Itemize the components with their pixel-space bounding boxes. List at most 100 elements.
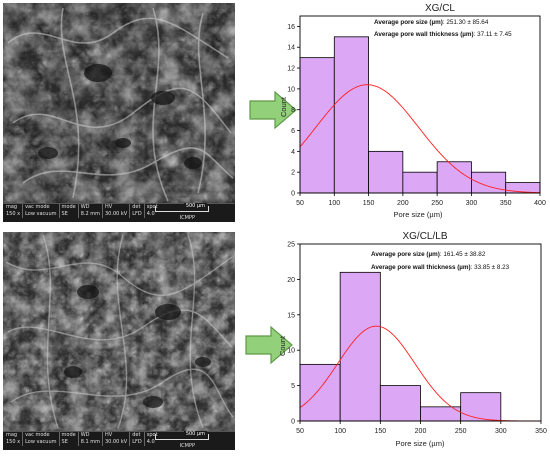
annotation-line: Average pore size (µm): 251.30 ± 85.64 <box>374 19 489 26</box>
histogram-bar <box>402 171 438 194</box>
arrow-shape <box>249 90 297 130</box>
scale-bar <box>155 434 209 440</box>
x-tick-label: 250 <box>431 200 443 207</box>
sem-info-header: det <box>129 204 145 211</box>
x-tick-label: 150 <box>374 428 386 435</box>
annotation-line: Average pore wall thickness (µm): 37.11 … <box>374 31 512 38</box>
sem-info-header: mode <box>59 432 79 439</box>
sem-info-header: WD <box>78 432 104 439</box>
x-tick-label: 100 <box>328 200 340 207</box>
y-tick-label: 14 <box>287 45 295 52</box>
sem-info-header: mag <box>4 204 24 211</box>
sem-info-header: vac mode <box>22 204 60 211</box>
right-arrow-icon <box>249 90 297 130</box>
sem-info-value: 8.2 mm <box>78 211 104 218</box>
sem-info-value: 4.0 <box>146 211 155 217</box>
scale-bar-label: 500 µm <box>183 431 207 437</box>
right-arrow-icon <box>245 325 293 365</box>
annotation-label: Average pore size (µm) <box>371 251 440 258</box>
sem-info-value: LFD <box>129 211 145 218</box>
sem-info-value: Low vacuum <box>22 439 60 446</box>
sem-info-value: 8.1 mm <box>78 439 104 446</box>
annotation-value: : 161.45 ± 38.82 <box>440 251 486 258</box>
histogram-bar <box>379 385 421 422</box>
sem-micrograph-bottom <box>3 232 235 431</box>
histogram-bar <box>339 271 381 422</box>
sem-info-header: spot <box>146 432 158 438</box>
y-axis-label: Count <box>278 335 287 356</box>
sem-info-header: HV <box>102 432 131 439</box>
sem-info-value: 150 x <box>4 439 24 446</box>
annotation-line: Average pore wall thickness (µm): 33.85 … <box>371 264 510 271</box>
sem-info-value: 30.00 kV <box>102 439 131 446</box>
sem-panel-bottom: mag vac mode mode WD HV det spot 150 x L… <box>3 232 235 450</box>
annotation-value: : 251.30 ± 85.64 <box>443 19 489 26</box>
x-tick-label: 50 <box>296 428 304 435</box>
y-tick-label: 5 <box>291 383 295 390</box>
x-tick-label: 350 <box>535 428 547 435</box>
sem-info-header: mode <box>59 204 79 211</box>
annotation-value: : 33.85 ± 8.23 <box>471 264 510 271</box>
x-tick-label: 300 <box>495 428 507 435</box>
institution-label: ICMPP <box>179 215 195 221</box>
sem-info-value: 4.0 <box>146 439 155 445</box>
y-tick-label: 6 <box>291 128 295 135</box>
chart-title: XG/CL <box>425 3 455 14</box>
scale-bar-label: 500 µm <box>183 203 207 209</box>
chart-title: XG/CL/LB <box>402 231 447 242</box>
histogram-svg: XG/CL/LB Average pore size (µm): 161.45 … <box>278 231 547 448</box>
y-tick-label: 10 <box>287 348 295 355</box>
plot-frame <box>299 15 541 194</box>
sem-info-value: Low vacuum <box>22 211 60 218</box>
sem-info-header: mag <box>4 432 24 439</box>
x-tick-label: 200 <box>397 200 409 207</box>
y-tick-label: 10 <box>287 86 295 93</box>
x-tick-label: 300 <box>466 200 478 207</box>
annotation-label: Average pore size (µm) <box>374 19 443 26</box>
sem-info-header: spot <box>146 204 158 210</box>
arrow-shape <box>245 325 293 365</box>
histogram-bar <box>436 161 472 194</box>
sem-info-bar-bottom: mag vac mode mode WD HV det spot 150 x L… <box>3 431 235 450</box>
x-tick-label: 350 <box>500 200 512 207</box>
y-tick-label: 4 <box>291 149 295 156</box>
y-tick-label: 0 <box>291 191 295 198</box>
x-axis-label: Pore size (µm) <box>396 439 445 448</box>
sem-info-value: 150 x <box>4 211 24 218</box>
y-tick-label: 2 <box>291 170 295 177</box>
y-tick-label: 16 <box>287 24 295 31</box>
sem-info-value: SE <box>59 439 79 446</box>
scale-bar <box>155 206 209 212</box>
sem-micrograph-top <box>3 3 235 203</box>
sem-panel-top: mag vac mode mode WD HV det spot 150 x L… <box>3 3 235 222</box>
sem-info-value: SE <box>59 211 79 218</box>
y-tick-label: 12 <box>287 66 295 73</box>
plot-area: 50 100 150 200 250 300 350 0 5 10 15 20 25 <box>287 242 547 436</box>
sem-info-value: 30.00 kV <box>102 211 131 218</box>
sem-info-header: det <box>129 432 145 439</box>
x-tick-label: 400 <box>534 200 546 207</box>
x-tick-label: 50 <box>296 200 304 207</box>
annotation-label: Average pore wall thickness (µm) <box>374 31 474 38</box>
y-tick-label: 15 <box>287 312 295 319</box>
y-tick-label: 0 <box>291 419 295 426</box>
histogram-bar <box>299 363 341 422</box>
y-tick-label: 25 <box>287 242 295 249</box>
fit-curve <box>299 84 541 194</box>
histogram-bar <box>471 171 507 194</box>
sem-info-value: LFD <box>129 439 145 446</box>
y-tick-label: 20 <box>287 277 295 284</box>
x-tick-label: 150 <box>363 200 375 207</box>
sem-info-table: mag vac mode mode WD HV det spot 150 x L… <box>4 432 160 446</box>
annotation-line: Average pore size (µm): 161.45 ± 38.82 <box>371 251 486 258</box>
sem-info-header: vac mode <box>22 432 60 439</box>
histogram-xg-cl-lb: XG/CL/LB Average pore size (µm): 161.45 … <box>270 228 550 458</box>
sem-info-header: HV <box>102 204 131 211</box>
sem-info-table: mag vac mode mode WD HV det spot 150 x L… <box>4 204 160 218</box>
plot-area: 50 100 150 200 250 300 350 400 0 2 4 6 8 10 12 14 16 <box>287 15 546 207</box>
x-tick-label: 250 <box>455 428 467 435</box>
sem-info-header: WD <box>78 204 104 211</box>
histogram-bar <box>368 150 404 194</box>
x-tick-label: 200 <box>415 428 427 435</box>
annotation-label: Average pore wall thickness (µm) <box>371 264 471 271</box>
